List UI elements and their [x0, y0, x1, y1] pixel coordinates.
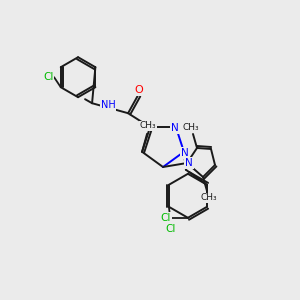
- Text: Cl: Cl: [161, 213, 171, 223]
- Text: NH: NH: [101, 100, 116, 110]
- Text: Cl: Cl: [43, 72, 53, 82]
- Text: CH₃: CH₃: [201, 194, 217, 202]
- Text: N: N: [171, 123, 179, 133]
- Text: Cl: Cl: [166, 224, 176, 234]
- Text: N: N: [181, 148, 189, 158]
- Text: CH₃: CH₃: [140, 121, 156, 130]
- Text: N: N: [185, 158, 193, 168]
- Text: O: O: [135, 85, 143, 95]
- Text: CH₃: CH₃: [183, 122, 199, 131]
